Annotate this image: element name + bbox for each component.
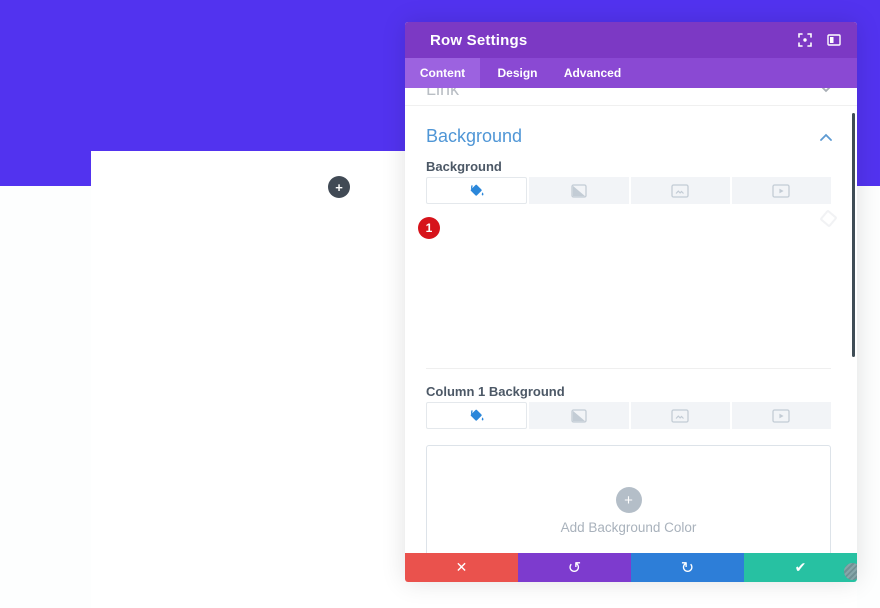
- redo-button[interactable]: ↻: [631, 553, 744, 582]
- cancel-button[interactable]: ✕: [405, 553, 518, 582]
- add-module-button[interactable]: +: [328, 176, 350, 198]
- gradient-icon: [571, 408, 587, 423]
- video-icon: [772, 183, 791, 198]
- column1-background-label: Column 1 Background: [426, 384, 565, 399]
- add-background-color-panel: + Add Background Color: [426, 445, 831, 553]
- modal-body: Link Background Background: [405, 88, 857, 553]
- column1-background-type-tabs: [426, 402, 831, 429]
- bg-type-image-button[interactable]: [630, 177, 730, 204]
- faint-hover-icon: [819, 209, 838, 228]
- section-divider: [405, 105, 857, 106]
- add-color-label: Add Background Color: [560, 520, 697, 535]
- modal-title: Row Settings: [430, 31, 528, 49]
- paint-bucket-icon: [470, 184, 484, 196]
- paint-bucket-icon: [470, 409, 484, 421]
- settings-tab-bar: Content Design Advanced: [405, 58, 857, 88]
- modal-scrollbar[interactable]: [852, 113, 855, 357]
- video-icon: [772, 408, 791, 423]
- modal-header: Row Settings: [405, 22, 857, 58]
- bg-type-gradient-button[interactable]: [529, 177, 629, 204]
- background-section-heading[interactable]: Background: [426, 126, 523, 146]
- tab-design[interactable]: Design: [497, 66, 538, 80]
- tab-advanced[interactable]: Advanced: [563, 66, 622, 80]
- row-background-label: Background: [426, 159, 502, 174]
- tab-content[interactable]: Content: [405, 58, 480, 88]
- undo-button[interactable]: ↺: [518, 553, 631, 582]
- image-icon: [671, 408, 689, 423]
- bg-type-color-button[interactable]: [426, 177, 528, 204]
- annotation-step-badge: 1: [418, 217, 440, 239]
- chevron-up-icon[interactable]: [820, 133, 832, 141]
- bg-type-image-button[interactable]: [630, 402, 730, 429]
- expand-modal-icon[interactable]: [797, 32, 813, 48]
- bg-type-video-button[interactable]: [731, 177, 831, 204]
- bg-type-video-button[interactable]: [731, 402, 831, 429]
- field-divider: [426, 368, 831, 369]
- gradient-icon: [571, 183, 587, 198]
- chevron-down-icon[interactable]: [820, 88, 832, 93]
- bg-type-color-button[interactable]: [426, 402, 528, 429]
- row-background-type-tabs: [426, 177, 831, 204]
- modal-footer: ✕ ↺ ↻ ✔: [405, 553, 857, 582]
- resize-grip[interactable]: [844, 563, 857, 580]
- dock-modal-icon[interactable]: [826, 32, 842, 48]
- link-toggle-label[interactable]: Link: [426, 88, 460, 99]
- bg-type-gradient-button[interactable]: [529, 402, 629, 429]
- image-icon: [671, 183, 689, 198]
- row-settings-modal: Row Settings Content Design Advanced Lin…: [405, 22, 857, 582]
- save-button[interactable]: ✔: [744, 553, 857, 582]
- add-color-button[interactable]: +: [615, 487, 642, 513]
